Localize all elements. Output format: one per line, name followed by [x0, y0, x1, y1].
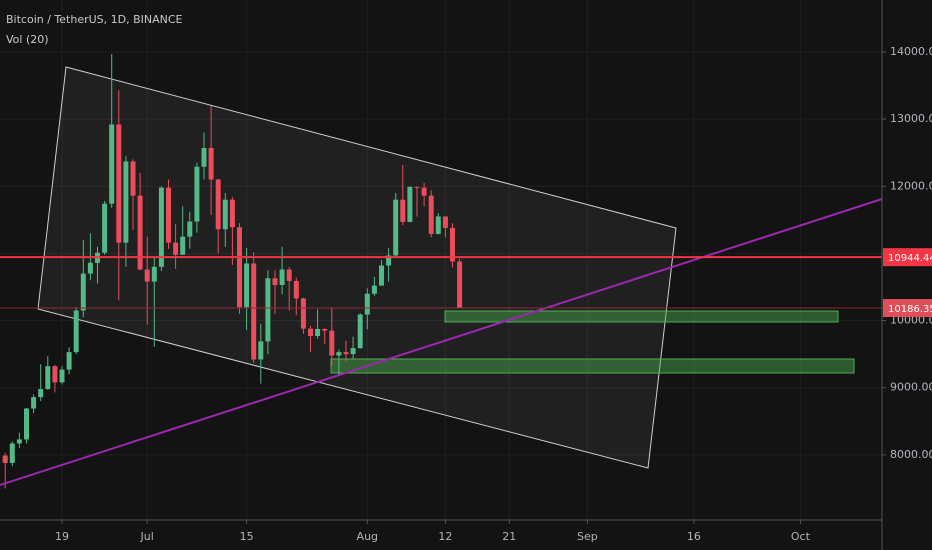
x-tick-label: 19: [55, 530, 69, 543]
x-tick-label: 12: [438, 530, 452, 543]
y-tick-label: 14000.00: [890, 45, 932, 58]
candle-body: [336, 352, 342, 356]
candle-body: [158, 187, 164, 267]
candle-body: [272, 278, 278, 285]
candle-body: [357, 314, 363, 349]
candle-body: [400, 199, 406, 222]
candle-body: [102, 203, 108, 253]
candles: [2, 53, 463, 489]
indicator-label: Vol (20): [6, 33, 49, 46]
candle-body: [421, 187, 427, 196]
candle-body: [442, 216, 448, 228]
candle-body: [286, 269, 292, 281]
candle-body: [16, 439, 22, 444]
candle-body: [215, 179, 221, 230]
candle-body: [343, 352, 349, 355]
x-tick-label: 15: [240, 530, 254, 543]
candle-body: [450, 227, 455, 262]
candle-body: [251, 263, 257, 360]
candle-body: [322, 328, 328, 331]
candle-body: [393, 199, 399, 256]
candle-body: [31, 397, 37, 409]
candle-body: [379, 265, 384, 286]
candle-body: [151, 266, 157, 282]
candle-body: [371, 285, 377, 294]
candle-body: [187, 221, 193, 237]
candle-body: [144, 269, 150, 282]
candle-body: [2, 455, 8, 463]
candle-body: [244, 263, 250, 308]
candle-body: [109, 124, 115, 204]
candle-body: [258, 341, 264, 360]
candle-body: [24, 408, 29, 440]
candle-body: [237, 227, 242, 308]
candle-body: [166, 187, 171, 243]
candle-body: [265, 278, 271, 342]
candle-body: [457, 261, 463, 309]
candle-body: [300, 298, 306, 329]
support-zone[interactable]: [330, 358, 855, 374]
x-tick-label: Aug: [357, 530, 378, 543]
y-tick-label: 8000.00: [890, 448, 932, 461]
candle-body: [308, 328, 313, 337]
x-tick-label: Jul: [140, 530, 154, 543]
y-tick-label: 9000.00: [890, 381, 932, 394]
candle-body: [428, 195, 434, 234]
candle-body: [201, 147, 207, 167]
candle-body: [73, 310, 79, 353]
candle-body: [80, 273, 86, 311]
candle-body: [222, 199, 228, 230]
candle-body: [407, 186, 413, 222]
candle-body: [87, 262, 93, 274]
candle-body: [45, 366, 51, 390]
candle-body: [9, 443, 15, 463]
candle-body: [279, 269, 285, 285]
symbol-title: Bitcoin / TetherUS, 1D, BINANCE: [6, 13, 183, 26]
candle-body: [116, 124, 122, 243]
candle-body: [435, 216, 441, 234]
y-tick-label: 12000.00: [890, 179, 932, 192]
trend-line[interactable]: [0, 198, 883, 486]
candle-body: [293, 280, 299, 299]
candle-body: [38, 389, 44, 398]
candle-body: [350, 348, 356, 355]
overlay: [0, 256, 882, 309]
candle-body: [66, 352, 72, 370]
x-tick-label: Oct: [791, 530, 811, 543]
x-tick-label: Sep: [577, 530, 598, 543]
x-tick-label: 21: [502, 530, 516, 543]
price-label: 10944.44: [888, 253, 932, 264]
candle-body: [208, 147, 214, 180]
candle-body: [59, 369, 65, 383]
price-label: 10186.35: [888, 304, 932, 315]
price-label-box: [883, 299, 932, 318]
candle-body: [194, 166, 200, 222]
candle-body: [130, 161, 136, 196]
candle-body: [180, 236, 186, 255]
support-zone[interactable]: [444, 310, 839, 323]
price-label-box: [883, 248, 932, 267]
candle-body: [386, 255, 392, 266]
candle-body: [315, 328, 321, 337]
candle-body: [173, 242, 179, 255]
candle-body: [414, 186, 420, 188]
candle-body: [52, 366, 58, 383]
candle-body: [123, 161, 129, 243]
x-tick-label: 16: [687, 530, 701, 543]
candle-body: [329, 330, 335, 356]
y-tick-label: 13000.00: [890, 112, 932, 125]
candle-body: [137, 195, 143, 270]
candle-body: [364, 293, 370, 315]
candle-body: [229, 199, 235, 228]
